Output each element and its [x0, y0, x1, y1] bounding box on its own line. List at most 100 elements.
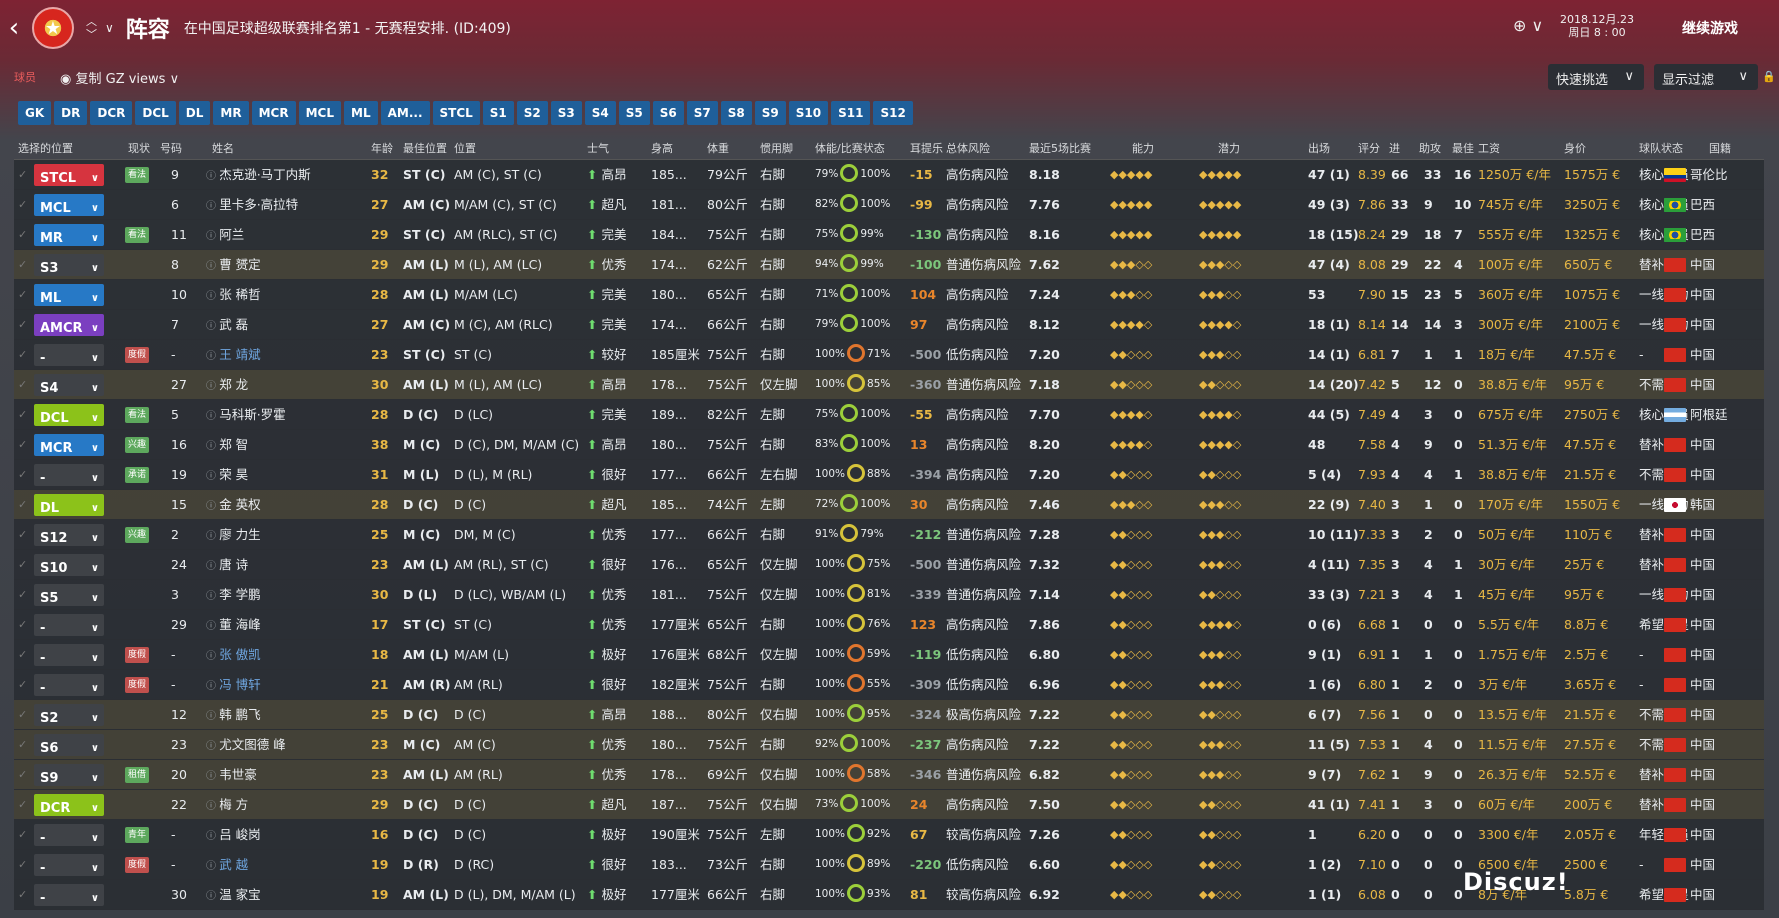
- status-badge[interactable]: 兴趣: [125, 527, 149, 543]
- player-name-cell[interactable]: ⓘ 韩 鹏飞: [206, 700, 261, 731]
- table-row[interactable]: ✓ DCR ∨ 22 ⓘ 梅 方 29 D (C) D (C) 187... 75公斤 仅右脚 高伤病…: [14, 790, 1764, 820]
- position-button[interactable]: DL: [178, 101, 211, 125]
- table-row[interactable]: ✓ - ∨ 度假 - ⓘ 王 靖斌 23 ST (C) ST (C) 185厘米 75公斤 右脚 低伤病…: [14, 340, 1764, 370]
- position-button[interactable]: S4: [584, 101, 616, 125]
- player-name-cell[interactable]: ⓘ 韦世豪: [206, 760, 257, 791]
- table-row[interactable]: ✓ S6 ∨ 23 ⓘ 尤文图德 峰 23 M (C) AM (C) 180... 75公斤 右脚 高…: [14, 730, 1764, 760]
- view-selector[interactable]: ◉ 复制 GZ views ∨: [60, 71, 180, 87]
- info-icon[interactable]: ⓘ: [206, 441, 220, 452]
- player-name-cell[interactable]: ⓘ 金 英权: [206, 490, 261, 521]
- status-badge[interactable]: 度假: [125, 347, 149, 363]
- col-rating[interactable]: 评分: [1358, 142, 1380, 155]
- col-age[interactable]: 年龄: [371, 142, 393, 155]
- position-button[interactable]: S8: [720, 101, 752, 125]
- position-select[interactable]: S3 ∨: [34, 254, 104, 276]
- row-check-icon[interactable]: ✓: [18, 378, 28, 391]
- col-pos[interactable]: 位置: [454, 142, 476, 155]
- col-ability[interactable]: 能力: [1132, 142, 1154, 155]
- position-button[interactable]: DCR: [90, 101, 133, 125]
- table-row[interactable]: ✓ S12 ∨ 兴趣 2 ⓘ 廖 力生 25 M (C) DM, M (C) 177... 66公斤…: [14, 520, 1764, 550]
- col-sharp[interactable]: 耳提乐: [910, 142, 943, 155]
- table-row[interactable]: ✓ STCL ∨ 看法 9 ⓘ 杰克逊·马丁内斯 32 ST (C) AM (C), ST (C…: [14, 160, 1764, 190]
- table-row[interactable]: ✓ MR ∨ 看法 11 ⓘ 阿兰 29 ST (C) AM (RLC), ST (C) 184.…: [14, 220, 1764, 250]
- position-select[interactable]: S2 ∨: [34, 704, 104, 726]
- col-cond[interactable]: 体能/比赛状态: [815, 142, 885, 155]
- col-wage[interactable]: 工资: [1478, 142, 1500, 155]
- row-check-icon[interactable]: ✓: [18, 678, 28, 691]
- row-check-icon[interactable]: ✓: [18, 558, 28, 571]
- position-button[interactable]: S7: [686, 101, 718, 125]
- position-button[interactable]: ML: [344, 101, 378, 125]
- row-check-icon[interactable]: ✓: [18, 858, 28, 871]
- player-label[interactable]: 球员: [14, 71, 36, 84]
- table-row[interactable]: ✓ S3 ∨ 8 ⓘ 曹 赟定 29 AM (L) M (L), AM (LC) 174... 6…: [14, 250, 1764, 280]
- player-name-cell[interactable]: ⓘ 阿兰: [206, 220, 244, 251]
- info-icon[interactable]: ⓘ: [206, 621, 220, 632]
- row-check-icon[interactable]: ✓: [18, 198, 28, 211]
- player-name-cell[interactable]: ⓘ 廖 力生: [206, 520, 261, 551]
- game-date[interactable]: 2018.12月.23 周日 8 : 00: [1560, 13, 1634, 39]
- position-button[interactable]: S3: [550, 101, 582, 125]
- row-check-icon[interactable]: ✓: [18, 498, 28, 511]
- row-check-icon[interactable]: ✓: [18, 888, 28, 901]
- table-row[interactable]: ✓ DL ∨ 15 ⓘ 金 英权 28 D (C) D (C) 185... 74公斤 左脚 高伤病风…: [14, 490, 1764, 520]
- row-check-icon[interactable]: ✓: [18, 408, 28, 421]
- status-badge[interactable]: 度假: [125, 677, 149, 693]
- player-name-cell[interactable]: ⓘ 冯 博轩: [206, 670, 261, 701]
- position-button[interactable]: S5: [618, 101, 650, 125]
- player-name-cell[interactable]: ⓘ 荣 昊: [206, 460, 248, 491]
- player-name-cell[interactable]: ⓘ 郑 龙: [206, 370, 248, 401]
- position-button[interactable]: S10: [788, 101, 829, 125]
- col-potential[interactable]: 潜力: [1218, 142, 1240, 155]
- player-name-cell[interactable]: ⓘ 王 靖斌: [206, 340, 261, 371]
- row-check-icon[interactable]: ✓: [18, 468, 28, 481]
- table-row[interactable]: ✓ S2 ∨ 12 ⓘ 韩 鹏飞 25 D (C) D (C) 188... 80公斤 仅右脚 极高伤…: [14, 700, 1764, 730]
- table-row[interactable]: ✓ DCL ∨ 看法 5 ⓘ 马科斯·罗霍 28 D (C) D (LC) 189... 82公斤左…: [14, 400, 1764, 430]
- position-select[interactable]: S12 ∨: [34, 524, 104, 546]
- status-badge[interactable]: 看法: [125, 407, 149, 423]
- table-row[interactable]: ✓ S4 ∨ 27 ⓘ 郑 龙 30 AM (L) M (L), AM (LC) 178... 7…: [14, 370, 1764, 400]
- row-check-icon[interactable]: ✓: [18, 738, 28, 751]
- info-icon[interactable]: ⓘ: [206, 501, 220, 512]
- table-row[interactable]: ✓ - ∨ 度假 - ⓘ 张 傲凯 18 AM (L) M/AM (L) 176厘米 68公斤 仅左脚…: [14, 640, 1764, 670]
- row-check-icon[interactable]: ✓: [18, 618, 28, 631]
- position-button[interactable]: S1: [482, 101, 514, 125]
- chevron-up-icon[interactable]: ︿: [86, 15, 97, 28]
- info-icon[interactable]: ⓘ: [206, 651, 220, 662]
- row-check-icon[interactable]: ✓: [18, 438, 28, 451]
- position-select[interactable]: - ∨: [34, 824, 104, 846]
- table-row[interactable]: ✓ AMCR ∨ 7 ⓘ 武 磊 27 AM (C) M (C), AM (RLC) 174..…: [14, 310, 1764, 340]
- row-check-icon[interactable]: ✓: [18, 528, 28, 541]
- player-name-cell[interactable]: ⓘ 杰克逊·马丁内斯: [206, 160, 311, 191]
- col-weight[interactable]: 体重: [707, 142, 729, 155]
- col-sel[interactable]: 选择的位置: [18, 142, 73, 155]
- quick-pick-dropdown[interactable]: 快速挑选 ∨: [1548, 64, 1644, 90]
- position-select[interactable]: AMCR ∨: [34, 314, 104, 336]
- info-icon[interactable]: ⓘ: [206, 771, 220, 782]
- info-icon[interactable]: ⓘ: [206, 351, 220, 362]
- player-name-cell[interactable]: ⓘ 温 家宝: [206, 880, 261, 911]
- info-icon[interactable]: ⓘ: [206, 411, 220, 422]
- info-icon[interactable]: ⓘ: [206, 201, 220, 212]
- status-badge[interactable]: 看法: [125, 227, 149, 243]
- status-badge[interactable]: 租借: [125, 767, 149, 783]
- row-check-icon[interactable]: ✓: [18, 708, 28, 721]
- info-icon[interactable]: ⓘ: [206, 171, 220, 182]
- col-last5[interactable]: 最近5场比赛: [1029, 142, 1091, 155]
- position-select[interactable]: S9 ∨: [34, 764, 104, 786]
- info-icon[interactable]: ⓘ: [206, 471, 220, 482]
- info-icon[interactable]: ⓘ: [206, 291, 220, 302]
- row-check-icon[interactable]: ✓: [18, 768, 28, 781]
- col-status[interactable]: 现状: [128, 142, 150, 155]
- col-value[interactable]: 身价: [1564, 142, 1586, 155]
- position-select[interactable]: - ∨: [34, 884, 104, 906]
- col-squad[interactable]: 球队状态: [1639, 142, 1683, 155]
- row-check-icon[interactable]: ✓: [18, 258, 28, 271]
- position-select[interactable]: DCL ∨: [34, 404, 104, 426]
- table-row[interactable]: ✓ - ∨ 青年 - ⓘ 吕 峻岗 16 D (C) D (C) 190厘米 75公斤 左脚 较高伤病风…: [14, 820, 1764, 850]
- col-goals[interactable]: 进: [1389, 142, 1400, 155]
- position-select[interactable]: - ∨: [34, 644, 104, 666]
- col-morale[interactable]: 士气: [587, 142, 609, 155]
- position-button[interactable]: MCL: [298, 101, 341, 125]
- player-name-cell[interactable]: ⓘ 武 磊: [206, 310, 248, 341]
